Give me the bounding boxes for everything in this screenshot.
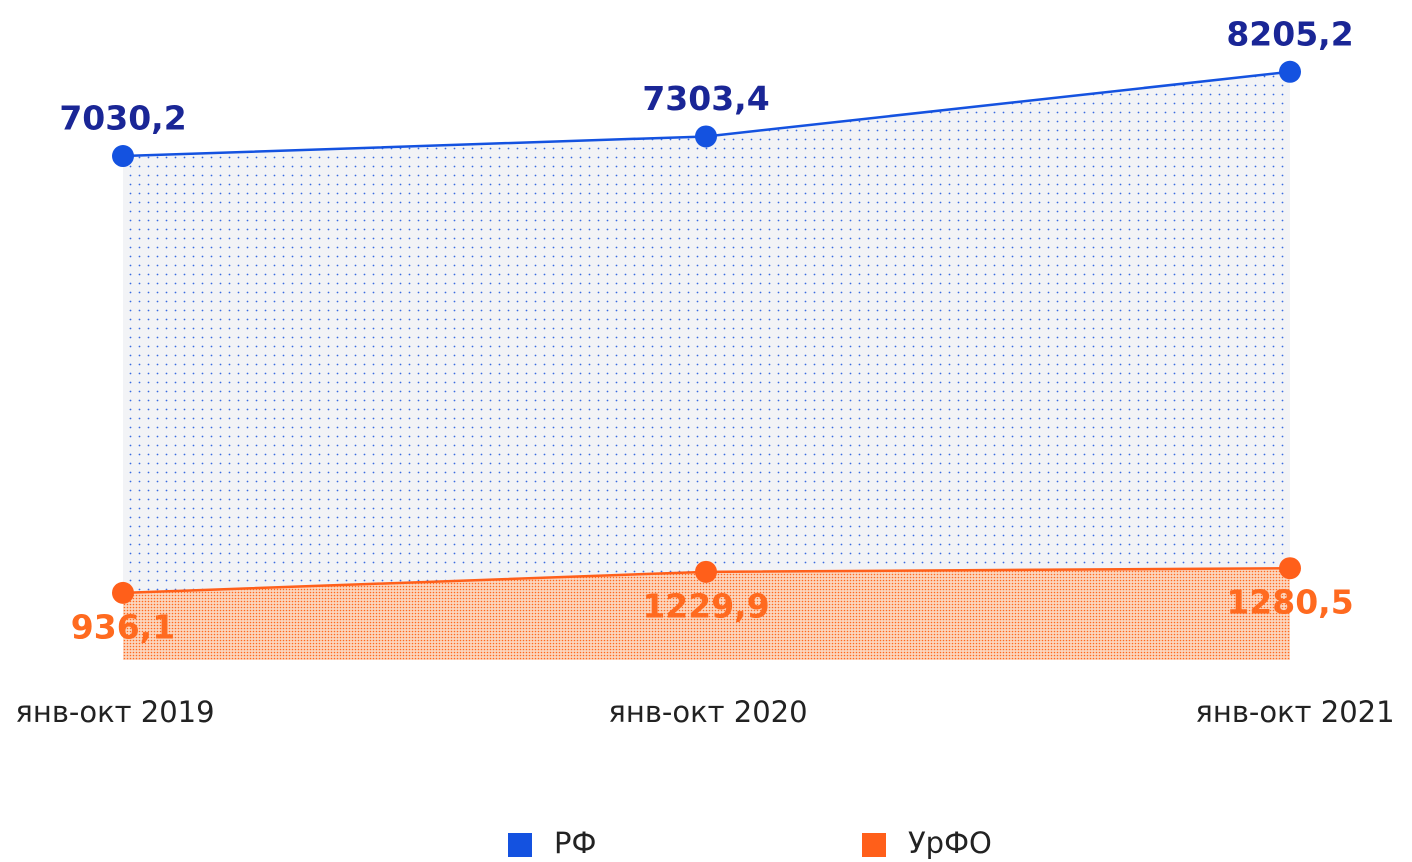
point bbox=[112, 581, 134, 604]
point bbox=[112, 145, 134, 168]
point bbox=[1279, 60, 1301, 83]
legend-label: РФ bbox=[554, 826, 596, 860]
value-label: 936,1 bbox=[71, 607, 175, 646]
value-label: 7030,2 bbox=[59, 99, 186, 138]
value-label: 1280,5 bbox=[1226, 583, 1353, 622]
legend-swatch bbox=[508, 833, 532, 857]
x-tick-label: янв-окт 2019 bbox=[15, 695, 214, 729]
point bbox=[695, 560, 717, 583]
point bbox=[695, 125, 717, 148]
x-tick-label: янв-окт 2021 bbox=[1195, 695, 1394, 729]
area-fill bbox=[123, 568, 1290, 660]
value-label: 8205,2 bbox=[1226, 14, 1353, 53]
value-label: 7303,4 bbox=[642, 79, 769, 118]
legend-label: УрФО bbox=[908, 826, 992, 860]
point bbox=[1279, 557, 1301, 580]
legend-swatch bbox=[862, 833, 886, 857]
x-tick-label: янв-окт 2020 bbox=[608, 695, 807, 729]
value-label: 1229,9 bbox=[642, 586, 769, 625]
area-fill bbox=[123, 71, 1290, 661]
